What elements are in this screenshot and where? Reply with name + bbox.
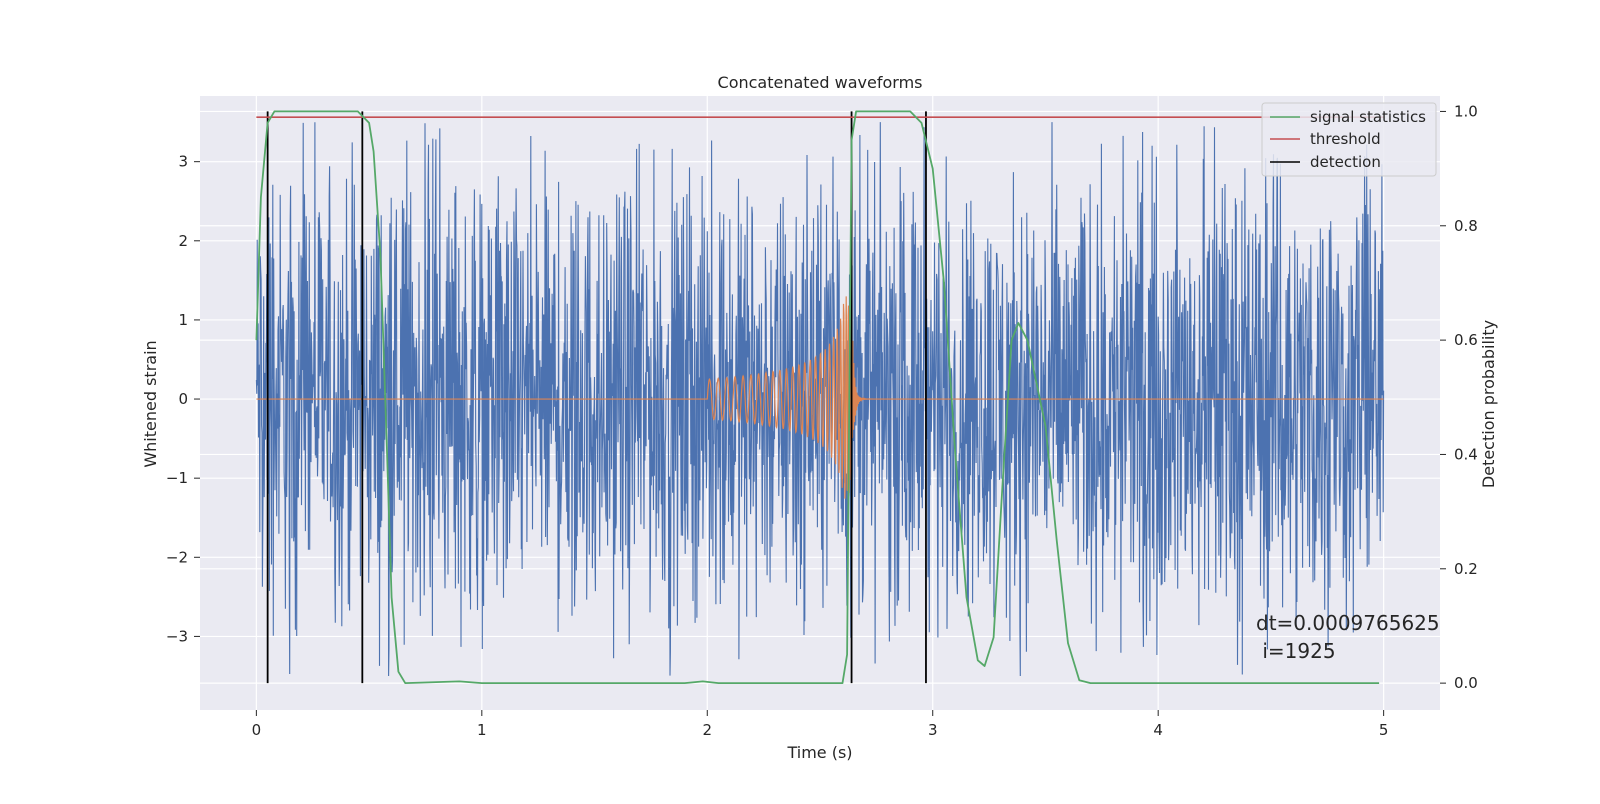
x-tick-label: 1 bbox=[477, 721, 487, 739]
chirp-series-line bbox=[256, 296, 1384, 499]
legend-label-detection: detection bbox=[1310, 153, 1381, 171]
y-right-tick-label: 0.0 bbox=[1454, 674, 1478, 692]
x-tick-label: 0 bbox=[252, 721, 262, 739]
y-right-tick-label: 1.0 bbox=[1454, 102, 1478, 120]
legend: signal statistics threshold detection bbox=[1261, 102, 1437, 177]
data-layer bbox=[255, 110, 1385, 684]
x-tick-label: 3 bbox=[928, 721, 938, 739]
y-tick-label: 1 bbox=[178, 311, 188, 329]
x-axis-label: Time (s) bbox=[786, 743, 852, 762]
y-tick-label: −2 bbox=[166, 548, 188, 566]
y-right-tick-label: 0.8 bbox=[1454, 217, 1478, 235]
y-right-tick-label: 0.2 bbox=[1454, 560, 1478, 578]
y-right-tick-label: 0.4 bbox=[1454, 445, 1478, 463]
x-tick-label: 5 bbox=[1379, 721, 1389, 739]
annotation-dt: dt=0.0009765625 bbox=[1256, 611, 1440, 635]
y-tick-label: 0 bbox=[178, 390, 188, 408]
x-tick-label: 2 bbox=[702, 721, 712, 739]
annotation-index: i=1925 bbox=[1256, 639, 1336, 663]
x-tick-label: 4 bbox=[1153, 721, 1163, 739]
y-tick-label: −1 bbox=[166, 469, 188, 487]
y-axis-label: Whitened strain bbox=[141, 340, 160, 467]
chart-title: Concatenated waveforms bbox=[718, 73, 923, 92]
y-axis-right-label: Detection probability bbox=[1479, 320, 1498, 488]
noise-series-line bbox=[255, 122, 1385, 677]
y-tick-label: 2 bbox=[178, 232, 188, 250]
legend-box bbox=[1261, 102, 1437, 177]
legend-label-threshold: threshold bbox=[1310, 130, 1381, 148]
legend-label-signal-statistics: signal statistics bbox=[1310, 108, 1426, 126]
y-tick-label: −3 bbox=[166, 627, 188, 645]
axes-layer: 0 1 2 3 4 5 −3 −2 −1 0 1 2 3 0.0 0.2 0.4 0.6 0.8 1.0 bbox=[166, 102, 1478, 739]
y-right-tick-label: 0.6 bbox=[1454, 331, 1478, 349]
signal-statistics-line bbox=[255, 110, 1380, 684]
y-tick-label: 3 bbox=[178, 153, 188, 171]
